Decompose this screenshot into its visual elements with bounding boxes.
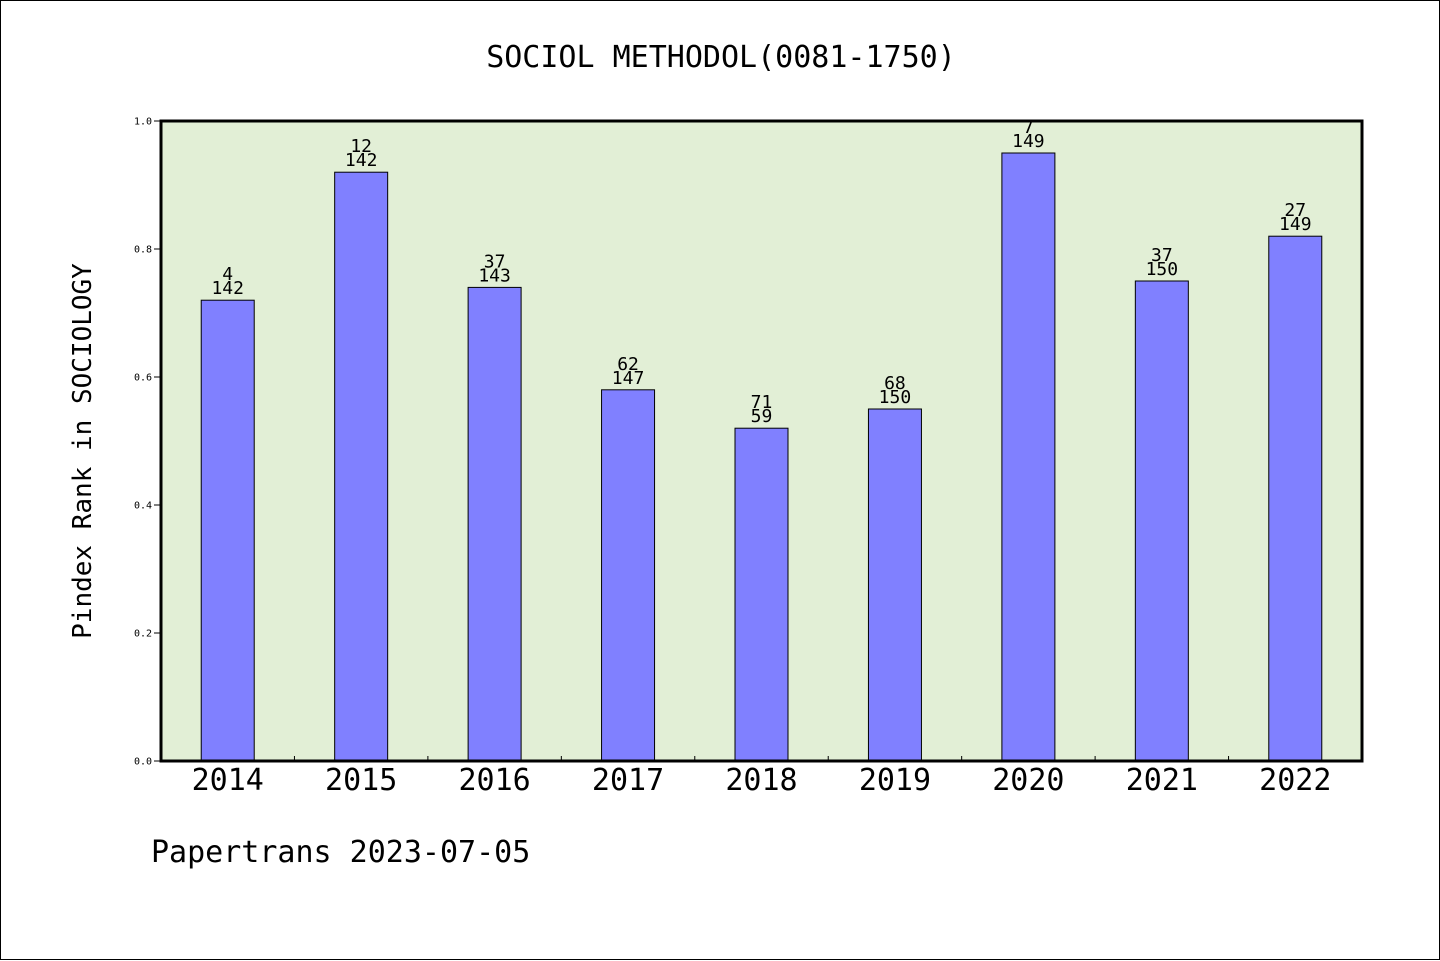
bar-2018 [734, 427, 789, 762]
bar-2022 [1268, 235, 1323, 762]
total-label-2014: 142 [211, 278, 244, 299]
total-label-2017: 147 [612, 368, 645, 389]
rank-label-2016: 37 [484, 251, 506, 272]
bar-2016 [467, 286, 522, 762]
x-tick-label-2015: 2015 [325, 763, 397, 798]
x-tick-label-2014: 2014 [192, 763, 264, 798]
total-label-2019: 150 [879, 387, 912, 408]
total-label-2018: 59 [751, 406, 773, 427]
rank-label-2017: 62 [617, 354, 639, 375]
bar-2021 [1134, 280, 1189, 762]
x-tick-label-2021: 2021 [1126, 763, 1198, 798]
bar-2015 [334, 171, 389, 762]
rank-label-2018: 71 [751, 392, 773, 413]
plot-frame [159, 119, 1364, 763]
total-label-2021: 150 [1146, 259, 1179, 280]
bar-2017 [601, 389, 656, 762]
y-tick-label-0.6: 0.6 [134, 373, 152, 384]
total-label-2015: 142 [345, 150, 378, 171]
total-label-2022: 149 [1279, 214, 1312, 235]
y-axis-label: Pindex Rank in SOCIOLOGY [68, 263, 98, 639]
bar-2019 [867, 408, 922, 762]
x-tick-label-2020: 2020 [992, 763, 1064, 798]
y-tick-label-0.0: 0.0 [134, 757, 152, 768]
x-tick-label-2022: 2022 [1259, 763, 1331, 798]
total-label-2016: 143 [478, 265, 511, 286]
x-tick-label-2018: 2018 [725, 763, 797, 798]
bar-2020 [1001, 152, 1056, 762]
y-tick-label-1.0: 1.0 [134, 117, 152, 128]
rank-label-2021: 37 [1151, 245, 1173, 266]
chart-title: SOCIOL METHODOL(0081-1750) [486, 40, 956, 75]
x-tick-label-2019: 2019 [859, 763, 931, 798]
rank-label-2015: 12 [350, 136, 372, 157]
y-tick-label-0.4: 0.4 [134, 501, 152, 512]
y-tick-label-0.8: 0.8 [134, 245, 152, 256]
footer-credit: Papertrans 2023-07-05 [151, 835, 531, 870]
x-tick-label-2016: 2016 [458, 763, 530, 798]
y-tick-label-0.2: 0.2 [134, 629, 152, 640]
rank-label-2022: 27 [1284, 200, 1306, 221]
rank-label-2020: 7 [1023, 117, 1034, 138]
rank-label-2014: 4 [222, 264, 233, 285]
x-tick-label-2017: 2017 [592, 763, 664, 798]
rank-label-2019: 68 [884, 373, 906, 394]
bar-2014 [200, 299, 255, 762]
total-label-2020: 149 [1012, 131, 1045, 152]
